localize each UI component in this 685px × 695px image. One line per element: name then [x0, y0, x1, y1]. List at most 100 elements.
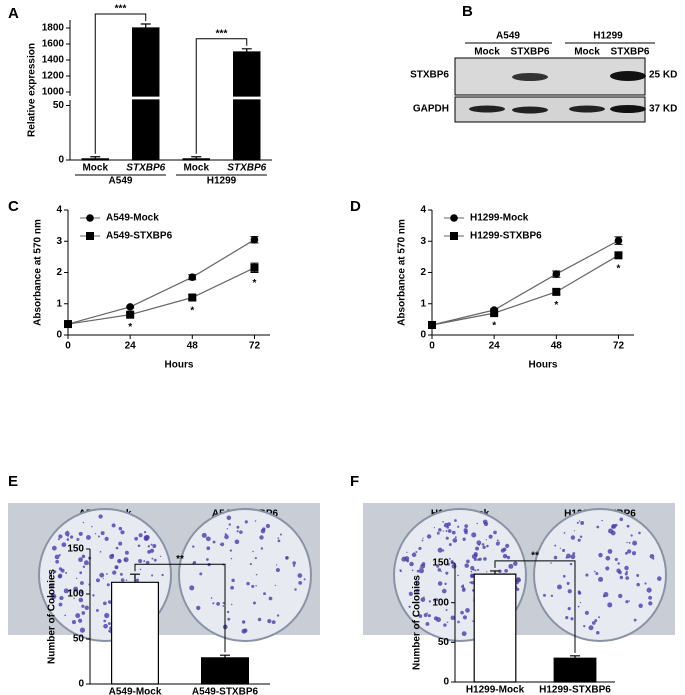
colony: [297, 573, 303, 578]
colony: [73, 597, 75, 600]
colony: [423, 596, 425, 598]
colony: [71, 620, 76, 625]
colony: [254, 520, 257, 522]
colony: [626, 549, 632, 554]
colony: [124, 550, 129, 555]
colony: [75, 613, 81, 619]
colony: [201, 532, 207, 538]
band: [610, 71, 646, 81]
y-tick-label: 3: [420, 236, 426, 247]
colony: [97, 535, 100, 538]
colony: [436, 564, 440, 568]
y-tick-label: 0: [56, 330, 62, 341]
colony: [566, 581, 570, 585]
colony: [109, 554, 114, 560]
colony: [54, 554, 60, 560]
colony: [244, 520, 248, 524]
colony: [104, 612, 110, 619]
colony: [437, 547, 443, 553]
marker: [614, 236, 623, 245]
colony: [477, 568, 480, 571]
colony: [598, 552, 603, 558]
colony: [443, 623, 447, 627]
colony: [433, 526, 436, 529]
error-bar: [191, 156, 202, 159]
colony: [502, 547, 507, 552]
colony: [591, 621, 596, 625]
colony: [466, 559, 470, 564]
colony: [78, 618, 83, 623]
colony: [271, 620, 276, 625]
colony: [624, 565, 629, 571]
colony: [464, 563, 469, 568]
colony: [457, 525, 460, 528]
colony: [465, 608, 470, 613]
colony: [95, 608, 99, 612]
x-tick-label: A549-Mock: [109, 687, 162, 695]
colony: [415, 580, 419, 584]
colony: [292, 564, 296, 567]
y-tick-label: 0: [58, 155, 64, 166]
colony: [457, 620, 460, 624]
colony: [636, 582, 640, 587]
colony: [226, 610, 230, 614]
colony: [58, 534, 63, 539]
colony: [58, 602, 63, 607]
marker: [188, 293, 197, 302]
colony: [469, 581, 472, 584]
colony: [646, 587, 652, 593]
colony: [138, 558, 143, 564]
colony: [420, 597, 426, 602]
significance-label: ***: [216, 28, 228, 39]
x-tick-label: 24: [489, 341, 501, 352]
colony: [505, 543, 510, 548]
y-tick-label: 0: [443, 677, 449, 688]
y-tick-label: 1600: [42, 39, 65, 50]
y-tick-label: 4: [420, 205, 426, 216]
colony: [636, 574, 640, 577]
colony: [255, 584, 257, 587]
error-bar: [241, 48, 252, 52]
colony: [254, 557, 257, 560]
colony: [588, 625, 594, 631]
colony: [69, 535, 74, 539]
colony: [145, 560, 150, 565]
colony: [75, 577, 78, 580]
colony: [557, 584, 562, 590]
y-tick-label: 2: [56, 267, 62, 278]
colony: [236, 530, 239, 533]
marker: [126, 310, 135, 319]
colony: [260, 547, 264, 550]
colony: [513, 561, 518, 566]
legend-label: H1299-Mock: [470, 213, 529, 224]
x-axis-label: Hours: [529, 360, 558, 371]
x-tick-label: STXBP6: [126, 163, 165, 174]
colony: [619, 517, 624, 522]
colony: [436, 617, 441, 623]
lane-label: Mock: [574, 47, 600, 58]
colony: [445, 571, 449, 575]
band: [610, 105, 646, 113]
colony: [607, 602, 613, 608]
colony: [99, 572, 105, 578]
colony: [252, 601, 256, 605]
colony: [418, 568, 424, 574]
series-line: [431, 240, 619, 326]
colony: [206, 558, 209, 561]
colony: [149, 548, 155, 553]
colony: [415, 550, 418, 553]
colony: [436, 531, 440, 535]
colony: [51, 545, 57, 551]
y-tick-label: 50: [53, 100, 65, 111]
colony: [441, 588, 447, 594]
colony: [448, 557, 451, 560]
colony: [263, 592, 267, 596]
colony: [563, 531, 566, 534]
colony: [630, 534, 633, 537]
colony: [483, 557, 487, 561]
colony: [399, 569, 402, 572]
colony: [594, 619, 598, 623]
colony: [442, 521, 444, 523]
colony: [572, 552, 576, 555]
colony: [103, 619, 106, 623]
